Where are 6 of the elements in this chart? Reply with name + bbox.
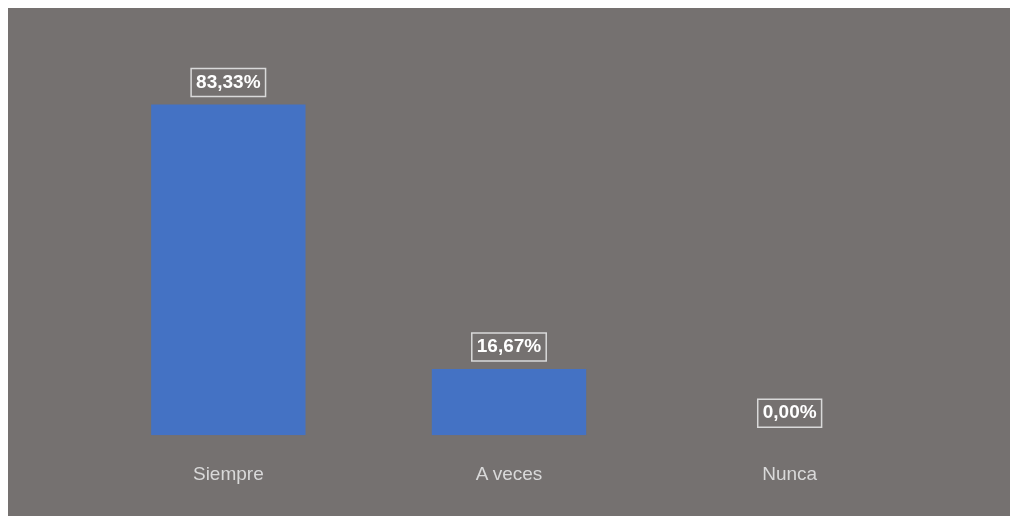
- data-label: 16,67%: [476, 335, 542, 357]
- x-tick-label: Nunca: [762, 462, 818, 484]
- x-tick-label: Siempre: [192, 462, 264, 484]
- data-label: 0,00%: [762, 401, 817, 423]
- data-label: 83,33%: [196, 70, 261, 92]
- x-tick-label: A veces: [475, 462, 543, 484]
